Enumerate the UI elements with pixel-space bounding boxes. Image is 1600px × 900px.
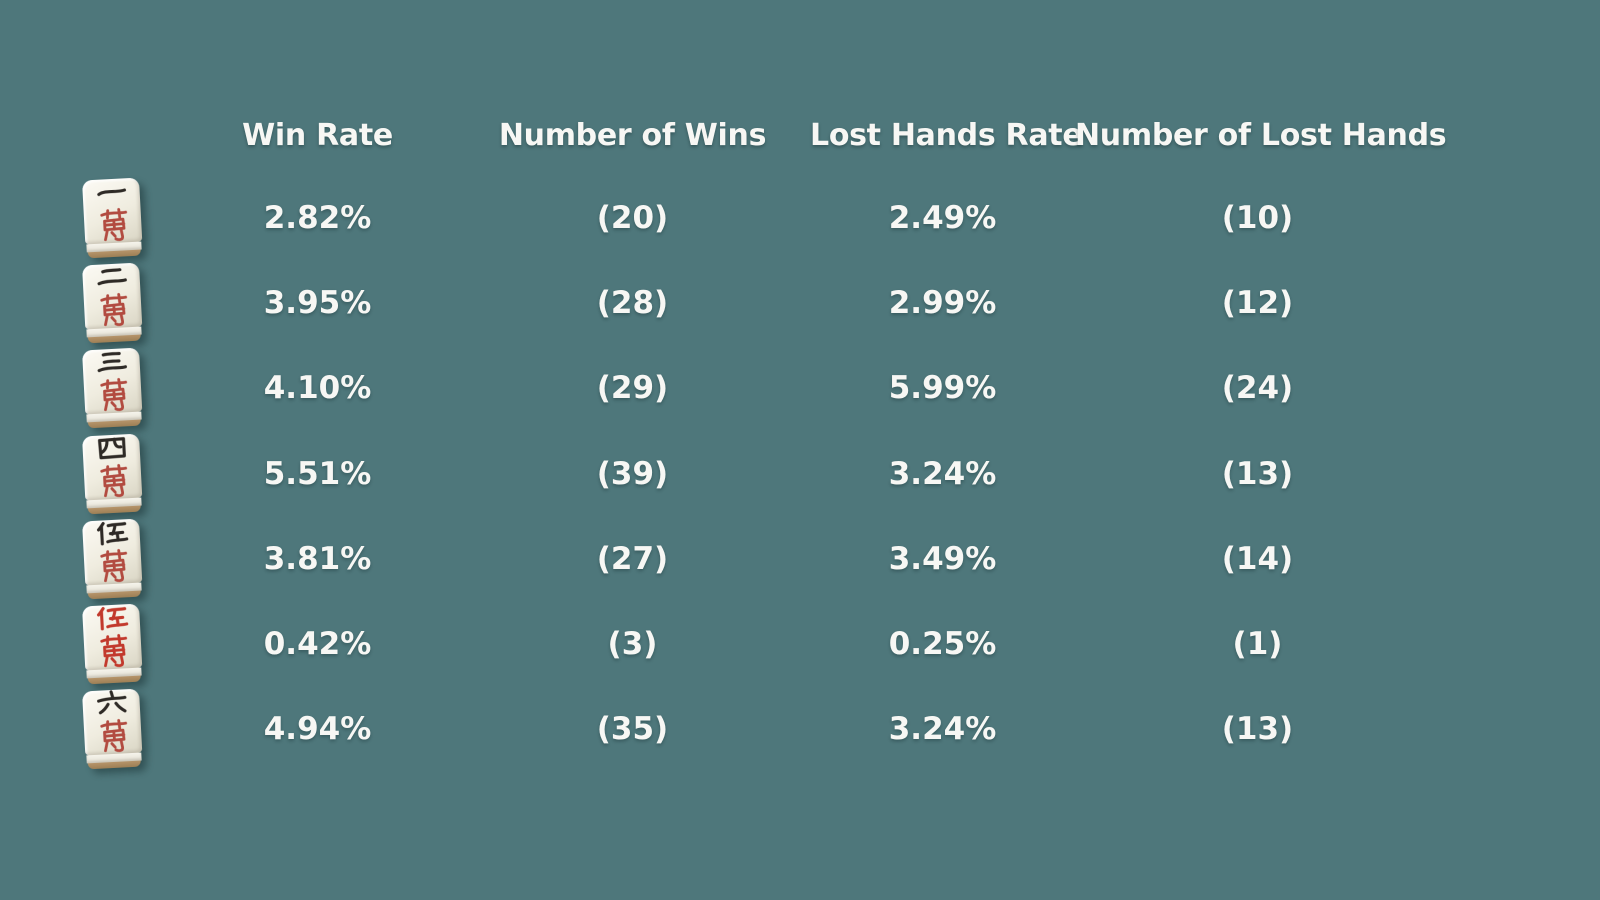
win-rate-value: 3.81% [263, 540, 372, 577]
table-row: 3.81% (27) 3.49% (14) [0, 516, 1440, 601]
win-rate-value: 4.10% [263, 370, 372, 407]
lost-hands-rate-value: 5.99% [888, 370, 997, 407]
lost-hands-count: (14) [1221, 540, 1294, 577]
win-rate-value: 3.95% [263, 284, 372, 321]
tile-cell [81, 347, 143, 429]
wins-count: (27) [596, 540, 669, 577]
table-row: 4.94% (35) 3.24% (13) [0, 687, 1440, 772]
tile-cell [81, 262, 143, 344]
tile-icon-3-man [81, 347, 143, 429]
table-row: 3.95% (28) 2.99% (12) [0, 260, 1440, 345]
win-rate-value: 2.82% [263, 199, 372, 236]
tile-icon-5-man [81, 518, 143, 600]
tile-icon-6-man [81, 688, 143, 770]
win-rate-value: 5.51% [263, 455, 372, 492]
table-row: 0.42% (3) 0.25% (1) [0, 601, 1440, 686]
wins-count: (35) [596, 711, 669, 748]
win-rate-value: 4.94% [263, 711, 372, 748]
tile-cell [81, 433, 143, 514]
column-header-number-of-lost-hands: Number of Lost Hands [1075, 117, 1447, 153]
lost-hands-count: (24) [1221, 370, 1294, 407]
tile-cell [81, 688, 143, 770]
win-rate-value: 0.42% [263, 626, 372, 663]
wins-count: (20) [596, 199, 669, 236]
table-row: 5.51% (39) 3.24% (13) [0, 431, 1440, 516]
column-header-number-of-wins: Number of Wins [498, 117, 767, 153]
table-row: 4.10% (29) 5.99% (24) [0, 346, 1440, 431]
column-header-win-rate: Win Rate [242, 117, 393, 153]
lost-hands-count: (10) [1221, 199, 1294, 236]
lost-hands-count: (12) [1221, 284, 1294, 321]
table-header-row: Win Rate Number of Wins Lost Hands Rate … [0, 95, 1447, 175]
wins-count: (39) [596, 455, 669, 492]
lost-hands-rate-value: 2.99% [888, 284, 997, 321]
tile-cell [81, 603, 143, 685]
wins-count: (29) [596, 370, 669, 407]
lost-hands-count: (1) [1232, 626, 1283, 663]
tile-stats-table: Win Rate Number of Wins Lost Hands Rate … [0, 95, 1447, 772]
lost-hands-rate-value: 3.49% [888, 540, 997, 577]
lost-hands-rate-value: 2.49% [888, 199, 997, 236]
tile-icon-red-5-man [81, 603, 143, 685]
tile-icon-2-man [81, 262, 143, 344]
wins-count: (28) [596, 284, 669, 321]
lost-hands-rate-value: 0.25% [888, 626, 997, 663]
tile-cell [81, 177, 143, 258]
lost-hands-count: (13) [1221, 455, 1294, 492]
tile-icon-4-man [81, 433, 143, 514]
lost-hands-rate-value: 3.24% [888, 455, 997, 492]
lost-hands-count: (13) [1221, 711, 1294, 748]
column-header-lost-hands-rate: Lost Hands Rate [810, 117, 1083, 153]
lost-hands-rate-value: 3.24% [888, 711, 997, 748]
wins-count: (3) [607, 626, 658, 663]
tile-cell [81, 518, 143, 600]
table-body: 2.82% (20) 2.49% (10) 3.95% (28) 2.99% (… [0, 175, 1440, 772]
table-row: 2.82% (20) 2.49% (10) [0, 175, 1440, 260]
tile-icon-1-man [81, 177, 143, 258]
